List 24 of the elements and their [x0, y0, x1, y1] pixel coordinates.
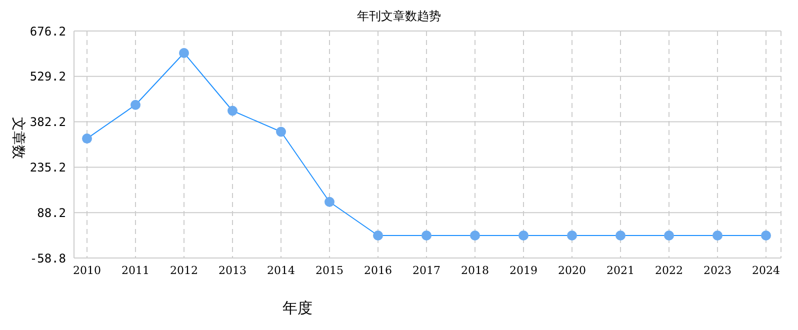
- x-tick-label: 2015: [316, 264, 344, 277]
- x-tick-label: 2022: [655, 264, 683, 277]
- x-tick-label: 2021: [606, 264, 634, 277]
- x-tick-label: 2014: [267, 264, 295, 277]
- y-tick-label: -58.8: [30, 251, 66, 266]
- x-tick-label: 2011: [122, 264, 150, 277]
- y-tick-label: 88.2: [37, 206, 66, 220]
- x-tick-label: 2016: [364, 264, 392, 277]
- y-tick-label: 235.2: [30, 160, 66, 174]
- x-tick-label: 2013: [218, 264, 246, 277]
- chart-title: 年刊文章数趋势: [356, 8, 442, 25]
- x-tick-label: 2024: [752, 264, 780, 277]
- x-tick-label: 2012: [170, 264, 198, 277]
- x-tick-label: 2010: [73, 264, 101, 277]
- x-tick-label: 2023: [704, 264, 732, 277]
- y-tick-label: 382.2: [30, 115, 66, 130]
- x-tick-label: 2018: [461, 264, 489, 277]
- y-tick-label: 529.2: [30, 70, 66, 84]
- y-axis-title: 文章数: [9, 116, 27, 161]
- x-tick-label: 2020: [558, 264, 586, 277]
- x-tick-label: 2017: [412, 264, 440, 277]
- x-axis-title: 年度: [282, 299, 312, 317]
- y-tick-label: 676.2: [30, 24, 66, 38]
- x-tick-label: 2019: [510, 264, 538, 277]
